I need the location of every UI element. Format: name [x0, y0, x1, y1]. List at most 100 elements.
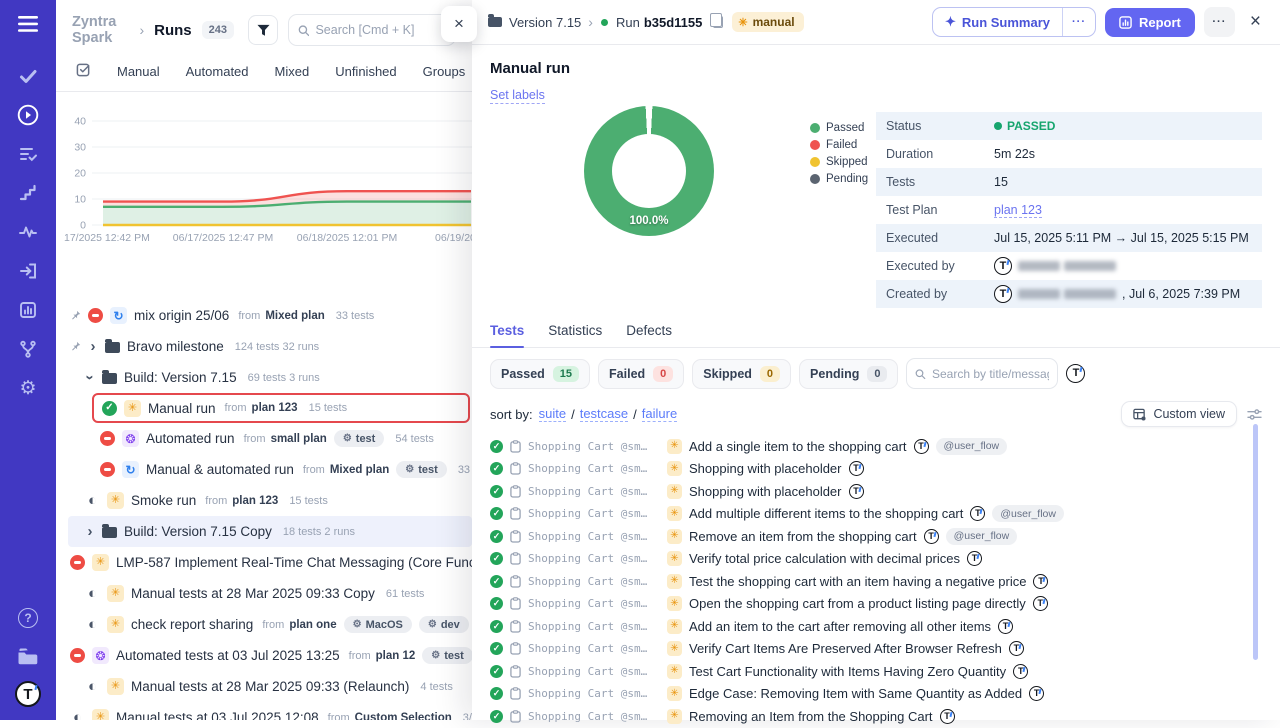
test-result-row[interactable]: Shopping Cart @sm…✳Removing an Item from… [490, 705, 1262, 728]
test-result-row[interactable]: Shopping Cart @sm…✳Add an item to the ca… [490, 615, 1262, 638]
assignee-avatar: T [1009, 641, 1024, 656]
run-tree-item[interactable]: ◐✳Manual tests at 28 Mar 2025 09:33 (Rel… [56, 671, 472, 702]
help-icon[interactable]: ? [16, 606, 40, 630]
run-tree-item[interactable]: ›Bravo milestone124 tests 32 runs [56, 331, 472, 362]
sort-link-testcase[interactable]: testcase [580, 406, 628, 422]
test-result-row[interactable]: Shopping Cart @sm…✳Open the shopping car… [490, 593, 1262, 616]
drawer-more-button[interactable]: ··· [1204, 7, 1235, 37]
test-result-row[interactable]: Shopping Cart @sm…✳Add a single item to … [490, 435, 1262, 458]
report-button[interactable]: Report [1105, 8, 1195, 37]
runs-icon[interactable] [16, 103, 40, 127]
runs-search-input[interactable] [315, 23, 446, 37]
test-result-row[interactable]: Shopping Cart @sm…✳Add multiple differen… [490, 503, 1262, 526]
run-name: Manual & automated run [146, 462, 294, 477]
filter-chip-pending[interactable]: Pending0 [799, 359, 898, 389]
user-avatar[interactable]: T [16, 682, 40, 706]
select-all-icon[interactable] [76, 62, 91, 80]
test-result-row[interactable]: Shopping Cart @sm…✳Shopping with placeho… [490, 480, 1262, 503]
tab-groups[interactable]: Groups [423, 64, 466, 79]
run-name: LMP-587 Implement Real-Time Chat Messagi… [116, 555, 472, 570]
sort-link-failure[interactable]: failure [642, 406, 677, 422]
legend-dot [810, 174, 820, 184]
test-result-row[interactable]: Shopping Cart @sm…✳Edge Case: Removing I… [490, 683, 1262, 706]
run-tree-item[interactable]: ❂Automated tests at 03 Jul 2025 13:25fro… [56, 640, 472, 671]
run-tree-item[interactable]: ◐✳Smoke runfromplan 12315 tests [56, 485, 472, 516]
tab-statistics[interactable]: Statistics [548, 323, 602, 347]
tab-tests[interactable]: Tests [490, 323, 524, 347]
test-result-row[interactable]: Shopping Cart @sm…✳Test the shopping car… [490, 570, 1262, 593]
legend-item: Failed [810, 139, 868, 151]
assignee-avatar: T [1033, 574, 1048, 589]
plan-name[interactable]: plan 123 [232, 495, 278, 507]
tab-mixed[interactable]: Mixed [275, 64, 310, 79]
tab-unfinished[interactable]: Unfinished [335, 64, 396, 79]
clipboard-icon [510, 665, 521, 678]
run-tree-item[interactable]: ↻mix origin 25/06fromMixed plan33 tests [56, 300, 472, 331]
custom-view-button[interactable]: Custom view [1121, 401, 1237, 427]
run-tree-item[interactable]: ↻Manual & automated runfromMixed plan⚙te… [56, 454, 472, 485]
plan-name[interactable]: plan one [289, 619, 336, 631]
activity-icon[interactable] [16, 220, 40, 244]
run-id: b35d1155 [644, 15, 703, 30]
run-tree-item[interactable]: ◐✳check report sharingfromplan one⚙MacOS… [56, 609, 472, 640]
plan-name[interactable]: small plan [271, 433, 327, 445]
integrations-icon[interactable] [16, 337, 40, 361]
chevron-right-icon[interactable]: › [85, 524, 95, 539]
drawer-breadcrumb-version[interactable]: Version 7.15 [509, 15, 581, 30]
tests-search-input[interactable] [932, 367, 1049, 381]
plan-name[interactable]: Mixed plan [265, 310, 324, 322]
environment-chip: ⚙test [334, 430, 385, 447]
set-labels-link[interactable]: Set labels [490, 88, 545, 104]
plan-name[interactable]: Custom Selection [355, 712, 452, 721]
run-summary-more-button[interactable]: ··· [1062, 8, 1095, 36]
run-tree-item[interactable]: ✳Manual runfromplan 12315 tests [92, 393, 470, 423]
checklist-icon[interactable] [16, 142, 40, 166]
settings-icon[interactable]: ⚙ [16, 376, 40, 400]
run-tree-item[interactable]: ✳LMP-587 Implement Real-Time Chat Messag… [56, 547, 472, 578]
test-result-row[interactable]: Shopping Cart @sm…✳Verify Cart Items Are… [490, 638, 1262, 661]
run-summary-button[interactable]: ✦ Run Summary [933, 8, 1062, 36]
test-cases-icon[interactable] [16, 64, 40, 88]
breadcrumb-project[interactable]: Zyntra Spark [72, 14, 129, 46]
tests-search[interactable] [906, 358, 1058, 389]
plan-name[interactable]: Mixed plan [330, 464, 389, 476]
run-tree-item[interactable]: ›Build: Version 7.1569 tests 3 runs [56, 362, 472, 393]
milestones-icon[interactable] [16, 181, 40, 205]
filter-button[interactable] [248, 15, 278, 45]
test-result-row[interactable]: Shopping Cart @sm…✳Test Cart Functionali… [490, 660, 1262, 683]
tab-defects[interactable]: Defects [626, 323, 672, 347]
projects-icon[interactable] [16, 644, 40, 668]
clipboard-icon [510, 597, 521, 610]
run-tree-item[interactable]: ›Build: Version 7.15 Copy18 tests 2 runs [68, 516, 472, 547]
sort-link-suite[interactable]: suite [539, 406, 566, 422]
tests-scrollbar[interactable] [1253, 424, 1258, 660]
import-icon[interactable] [16, 259, 40, 283]
test-result-row[interactable]: Shopping Cart @sm…✳Shopping with placeho… [490, 458, 1262, 481]
run-tree-item[interactable]: ❂Automated runfromsmall plan⚙test54 test… [56, 423, 472, 454]
filter-chip-failed[interactable]: Failed0 [598, 359, 684, 389]
reports-icon[interactable] [16, 298, 40, 322]
assignee-avatar: T [940, 709, 955, 724]
tab-manual[interactable]: Manual [117, 64, 160, 79]
view-settings-icon[interactable] [1247, 408, 1262, 421]
drawer-close-button[interactable]: × [1247, 11, 1264, 33]
assignee-filter-avatar[interactable]: T [1066, 364, 1085, 383]
tab-automated[interactable]: Automated [186, 64, 249, 79]
filter-chip-skipped[interactable]: Skipped0 [692, 359, 791, 389]
pin-icon [70, 341, 81, 352]
panel-close-button[interactable]: × [441, 6, 477, 42]
chevron-down-icon[interactable]: › [83, 373, 98, 383]
run-tree-item[interactable]: ◐✳Manual tests at 03 Jul 2025 12:08fromC… [56, 702, 472, 720]
runs-search[interactable] [288, 14, 456, 46]
menu-icon[interactable] [16, 12, 40, 36]
copy-icon[interactable] [713, 16, 723, 28]
test-plan-link[interactable]: plan 123 [994, 203, 1042, 218]
chevron-right-icon[interactable]: › [88, 339, 98, 354]
run-tree-item[interactable]: ◐✳Manual tests at 28 Mar 2025 09:33 Copy… [56, 578, 472, 609]
passed-status-icon [490, 507, 503, 520]
filter-chip-passed[interactable]: Passed15 [490, 359, 590, 389]
plan-name[interactable]: plan 123 [252, 402, 298, 414]
test-result-row[interactable]: Shopping Cart @sm…✳Remove an item from t… [490, 525, 1262, 548]
test-result-row[interactable]: Shopping Cart @sm…✳Verify total price ca… [490, 548, 1262, 571]
plan-name[interactable]: plan 12 [376, 650, 416, 662]
